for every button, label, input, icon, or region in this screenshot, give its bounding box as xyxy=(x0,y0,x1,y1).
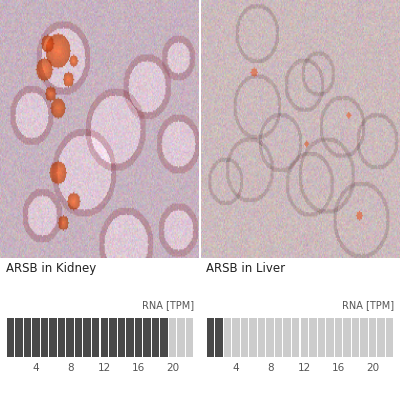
Bar xyxy=(224,318,231,358)
Text: RNA [TPM]: RNA [TPM] xyxy=(142,300,194,310)
Bar xyxy=(24,318,31,358)
Text: 4: 4 xyxy=(32,363,39,373)
Bar xyxy=(292,318,300,358)
Bar xyxy=(75,318,82,358)
Bar xyxy=(178,318,185,358)
Bar xyxy=(32,318,40,358)
Bar xyxy=(378,318,385,358)
Bar xyxy=(169,318,176,358)
Text: 20: 20 xyxy=(366,363,379,373)
Bar xyxy=(386,318,394,358)
Text: 4: 4 xyxy=(232,363,239,373)
Text: 20: 20 xyxy=(166,363,179,373)
Bar xyxy=(300,318,308,358)
Bar xyxy=(49,318,57,358)
Text: 12: 12 xyxy=(98,363,111,373)
Bar xyxy=(160,318,168,358)
Bar xyxy=(335,318,342,358)
Text: ARSB in Kidney: ARSB in Kidney xyxy=(6,262,96,275)
Bar xyxy=(41,318,48,358)
Text: 12: 12 xyxy=(298,363,311,373)
Bar xyxy=(126,318,134,358)
Bar xyxy=(352,318,359,358)
Bar xyxy=(58,318,65,358)
Text: 8: 8 xyxy=(267,363,274,373)
Bar xyxy=(15,318,22,358)
Bar xyxy=(284,318,291,358)
Bar xyxy=(100,318,108,358)
Bar xyxy=(215,318,222,358)
Bar xyxy=(258,318,265,358)
Text: ARSB in Liver: ARSB in Liver xyxy=(206,262,285,275)
Bar xyxy=(318,318,325,358)
Bar xyxy=(369,318,376,358)
Bar xyxy=(266,318,274,358)
Bar xyxy=(66,318,74,358)
Bar xyxy=(326,318,334,358)
Text: 16: 16 xyxy=(132,363,145,373)
Bar xyxy=(249,318,257,358)
Bar xyxy=(135,318,142,358)
Bar xyxy=(232,318,240,358)
Bar xyxy=(275,318,282,358)
Bar xyxy=(309,318,316,358)
Bar xyxy=(109,318,116,358)
Bar xyxy=(343,318,351,358)
Bar xyxy=(186,318,194,358)
Bar xyxy=(152,318,159,358)
Bar xyxy=(92,318,100,358)
Bar xyxy=(206,318,214,358)
Text: 8: 8 xyxy=(67,363,74,373)
Text: 16: 16 xyxy=(332,363,345,373)
Bar xyxy=(143,318,151,358)
Bar xyxy=(84,318,91,358)
Bar xyxy=(241,318,248,358)
Bar xyxy=(360,318,368,358)
Bar xyxy=(118,318,125,358)
Bar xyxy=(6,318,14,358)
Text: RNA [TPM]: RNA [TPM] xyxy=(342,300,394,310)
